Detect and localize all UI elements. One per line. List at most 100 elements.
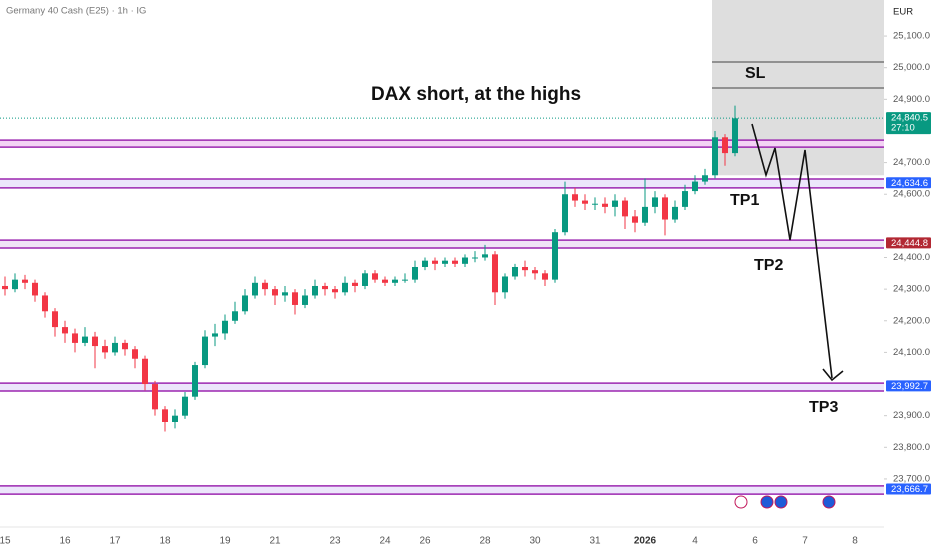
zone-fill — [0, 240, 884, 249]
y-tick-label: 24,200.0 — [893, 315, 930, 326]
candle-body — [292, 292, 298, 305]
candle-body — [102, 346, 108, 353]
y-tick-label: 23,900.0 — [893, 410, 930, 421]
y-tick-label: 24,100.0 — [893, 347, 930, 358]
zone-fill — [0, 383, 884, 391]
candle-body — [272, 289, 278, 296]
candle-body — [582, 200, 588, 204]
candle-body — [162, 409, 168, 422]
candle-body — [122, 342, 128, 350]
candle-body — [12, 279, 18, 290]
candle-body — [82, 336, 88, 343]
tp3-label: TP3 — [809, 399, 838, 416]
candle-body — [302, 295, 308, 305]
candle-body — [252, 282, 258, 296]
candle-body — [312, 285, 318, 296]
candle-body — [482, 254, 488, 258]
candle-body — [322, 285, 328, 290]
y-tick-label: 24,600.0 — [893, 189, 930, 200]
candle-body — [462, 257, 468, 264]
sl-label: SL — [745, 65, 766, 82]
y-tick-label: 24,700.0 — [893, 157, 930, 168]
x-tick-label: 7 — [802, 536, 808, 547]
x-tick-label: 16 — [59, 536, 71, 547]
candle-body — [722, 137, 728, 154]
candle-body — [402, 279, 408, 281]
zone-fill — [0, 179, 884, 188]
candle-body — [352, 282, 358, 286]
candle-body — [612, 200, 618, 207]
tp2-label: TP2 — [754, 257, 783, 274]
candle-body — [232, 311, 238, 321]
y-tick-label: 24,900.0 — [893, 94, 930, 105]
candle-body — [492, 254, 498, 293]
candle-body — [642, 206, 648, 223]
candle-body — [172, 415, 178, 422]
price-badge — [886, 380, 931, 392]
event-icon — [734, 495, 748, 509]
candle-body — [542, 273, 548, 280]
candle-body — [362, 273, 368, 286]
candle-body — [212, 333, 218, 337]
candle-body — [442, 260, 448, 264]
x-tick-label: 21 — [269, 536, 281, 547]
x-tick-label: 30 — [529, 536, 541, 547]
candle-body — [2, 285, 8, 290]
candle-body — [702, 175, 708, 182]
x-tick-label: 24 — [379, 536, 391, 547]
candle-body — [632, 216, 638, 223]
countdown-label: 27:10 — [891, 123, 915, 134]
event-icons — [734, 495, 836, 509]
y-tick-label: 23,800.0 — [893, 442, 930, 453]
candle-body — [662, 197, 668, 220]
x-tick-label: 4 — [692, 536, 698, 547]
price-badge-label: 23,666.7 — [891, 484, 928, 495]
candle-body — [382, 279, 388, 283]
price-axis — [884, 0, 932, 550]
price-badge — [886, 177, 931, 189]
candle-body — [42, 295, 48, 312]
candle-body — [192, 365, 198, 397]
y-tick-label: 25,100.0 — [893, 31, 930, 42]
currency: EUR — [893, 7, 913, 18]
candle-body — [152, 384, 158, 410]
event-icon — [774, 495, 788, 509]
x-tick-label: 6 — [752, 536, 758, 547]
price-badge — [886, 237, 931, 249]
chart-title: DAX short, at the highs — [371, 84, 581, 105]
candle-body — [242, 295, 248, 312]
arrow-head — [822, 368, 844, 382]
candle-body — [512, 266, 518, 277]
event-icon — [760, 495, 774, 509]
candle-body — [342, 282, 348, 293]
candle-body — [282, 292, 288, 296]
candle-body — [72, 333, 78, 343]
x-tick-label: 23 — [329, 536, 341, 547]
candle-body — [502, 276, 508, 293]
candle-body — [112, 342, 118, 353]
x-tick-label: 19 — [219, 536, 231, 547]
zone-fill — [0, 485, 884, 495]
x-tick-label: 31 — [589, 536, 601, 547]
candle-body — [32, 282, 38, 296]
x-tick-label: 15 — [0, 536, 11, 547]
candle-body — [22, 279, 28, 283]
candle-body — [712, 137, 718, 176]
price-badge-label: 24,444.8 — [891, 238, 928, 249]
candle-body — [372, 273, 378, 280]
x-tick-label: 2026 — [634, 536, 657, 547]
candle-body — [412, 266, 418, 280]
candle-body — [472, 257, 478, 259]
candle-body — [52, 311, 58, 328]
candle-body — [592, 203, 598, 205]
candle-body — [132, 349, 138, 359]
y-tick-label: 23,700.0 — [893, 473, 930, 484]
x-tick-label: 28 — [479, 536, 491, 547]
candle-body — [672, 206, 678, 220]
candle-body — [332, 289, 338, 293]
zone-fill — [0, 140, 884, 148]
candle-body — [182, 396, 188, 416]
price-badge — [886, 483, 931, 495]
candle-body — [392, 279, 398, 283]
